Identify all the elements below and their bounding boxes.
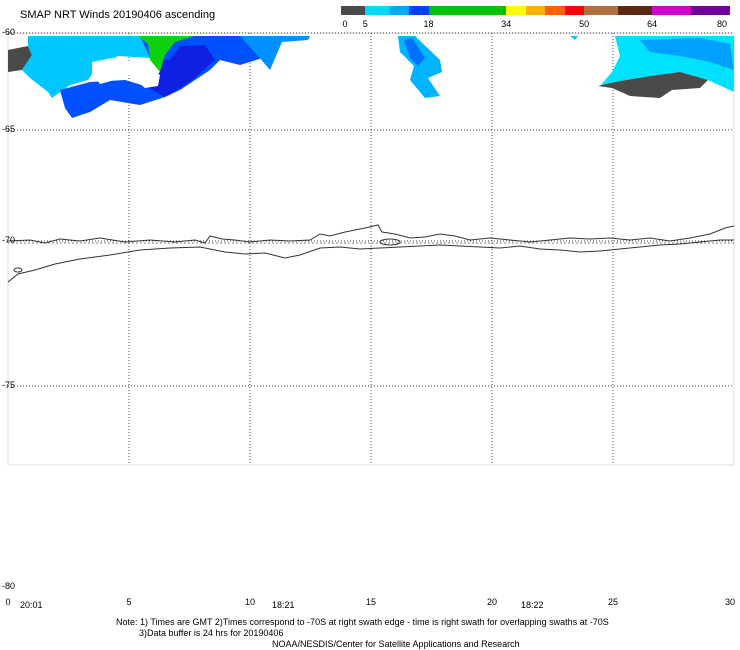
longitude-label: 20	[486, 597, 498, 607]
longitude-label: 10	[244, 597, 256, 607]
swath-left-deepblue	[145, 45, 215, 97]
latitude-label: -60	[2, 27, 16, 37]
swath-right-blue	[640, 38, 734, 70]
latitude-label: -65	[2, 124, 16, 134]
map-title: SMAP NRT Winds 20190406 ascending	[20, 9, 216, 21]
longitude-label: 0	[5, 597, 11, 607]
swath-middle-blue	[404, 38, 425, 66]
latitude-label: -75	[2, 380, 16, 390]
legend-tick-label: 80	[716, 19, 728, 29]
coastline-ice-shelf	[7, 224, 735, 244]
legend-tick-label: 5	[362, 19, 368, 29]
longitude-label: 25	[607, 597, 619, 607]
legend-swatch	[618, 6, 653, 15]
time-label-2: 18:21	[272, 600, 295, 610]
legend-swatch	[691, 6, 730, 15]
legend-tick-label: 34	[501, 19, 512, 29]
swath-gap-2	[135, 68, 160, 88]
swath-left-green	[138, 36, 195, 72]
swath-left-gray	[8, 46, 32, 72]
coastline-islet	[13, 267, 23, 273]
legend-tick-label: 64	[647, 19, 658, 29]
swath-gap-1	[92, 58, 138, 84]
note-line-3: NOAA/NESDIS/Center for Satellite Applica…	[272, 639, 520, 649]
swath-middle-dot	[570, 36, 578, 40]
latitude-label: -70	[2, 235, 16, 245]
time-label-1: 20:01	[20, 600, 43, 610]
legend-swatch	[341, 6, 366, 15]
coastline-grounding-line	[7, 239, 734, 283]
swath-right-gray	[598, 72, 708, 98]
legend-swatch	[584, 6, 619, 15]
legend-swatch	[525, 6, 546, 15]
wind-swaths	[8, 36, 734, 118]
legend-swatch	[365, 6, 390, 15]
legend-swatch	[409, 6, 429, 15]
legend-swatch	[545, 6, 565, 15]
legend-tick-label: 18	[423, 19, 434, 29]
legend-swatch	[506, 6, 526, 15]
longitude-label: 5	[126, 597, 132, 607]
latitude-label: -80	[2, 581, 16, 591]
coastline-island	[379, 238, 401, 246]
legend-tick-label: 0	[342, 19, 348, 29]
coastline	[7, 224, 735, 283]
legend-swatch	[428, 6, 507, 15]
longitude-label: 30	[724, 597, 736, 607]
legend-tick-label: 50	[579, 19, 590, 29]
note-line-1: Note: 1) Times are GMT 2)Times correspon…	[116, 617, 609, 627]
longitude-label: 15	[365, 597, 377, 607]
legend-color-bar	[341, 6, 730, 15]
swath-left-edge-blue	[240, 36, 310, 70]
legend-swatch	[564, 6, 585, 15]
wind-speed-legend: 0 5 18 34 50 64 80	[341, 6, 730, 32]
swath-left-cyan	[22, 36, 150, 98]
swath-middle-cyan	[398, 36, 442, 98]
legend-swatch	[389, 6, 410, 15]
time-label-3: 18:22	[521, 600, 544, 610]
legend-swatch	[652, 6, 691, 15]
note-line-2: 3)Data buffer is 24 hrs for 20190406	[139, 628, 284, 638]
